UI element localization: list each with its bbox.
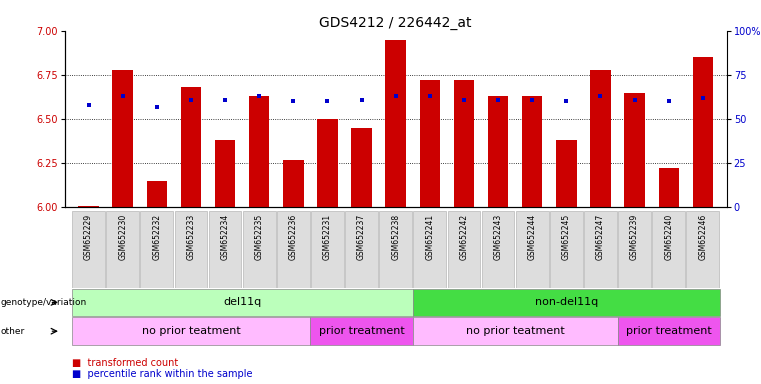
Bar (249, 96, 269, 207)
Text: GSM652237: GSM652237 (357, 214, 366, 260)
Text: GSM652230: GSM652230 (118, 214, 127, 260)
Text: GSM652238: GSM652238 (391, 214, 400, 260)
Text: GSM652243: GSM652243 (494, 214, 502, 260)
Text: GSM652231: GSM652231 (323, 214, 332, 260)
Bar (693, 57, 713, 207)
Bar (174, 211, 207, 288)
Text: GSM652245: GSM652245 (562, 214, 571, 260)
Bar (618, 211, 651, 288)
Bar (352, 128, 372, 207)
Bar (591, 70, 611, 207)
Bar (180, 87, 201, 207)
Bar (658, 169, 679, 207)
Text: ■  percentile rank within the sample: ■ percentile rank within the sample (72, 369, 253, 379)
Bar (550, 211, 583, 288)
Bar (516, 211, 549, 288)
Bar (686, 211, 719, 288)
Bar (78, 205, 99, 207)
Text: GSM652234: GSM652234 (221, 214, 230, 260)
Bar (215, 140, 235, 207)
Text: GSM652244: GSM652244 (527, 214, 537, 260)
Bar (317, 119, 338, 207)
Bar (624, 93, 645, 207)
Text: GSM652236: GSM652236 (289, 214, 298, 260)
Bar (72, 317, 310, 345)
Text: non-del11q: non-del11q (535, 297, 598, 308)
Text: GSM652233: GSM652233 (186, 214, 196, 260)
Text: no prior teatment: no prior teatment (142, 326, 240, 336)
Bar (147, 181, 167, 207)
Bar (522, 96, 543, 207)
Bar (412, 289, 720, 316)
Bar (413, 211, 446, 288)
Text: GSM652235: GSM652235 (255, 214, 264, 260)
Text: GSM652247: GSM652247 (596, 214, 605, 260)
Bar (488, 96, 508, 207)
Text: GSM652242: GSM652242 (460, 214, 469, 260)
Text: GSM652229: GSM652229 (84, 214, 93, 260)
Bar (209, 211, 241, 288)
Text: GSM652239: GSM652239 (630, 214, 639, 260)
Bar (243, 211, 275, 288)
Bar (113, 70, 133, 207)
Text: no prior teatment: no prior teatment (466, 326, 565, 336)
Bar (482, 211, 514, 288)
Text: GSM652232: GSM652232 (152, 214, 161, 260)
Bar (311, 211, 344, 288)
Bar (141, 211, 174, 288)
Bar (283, 160, 304, 207)
Bar (72, 211, 105, 288)
Bar (584, 211, 617, 288)
Bar (447, 211, 480, 288)
Text: genotype/variation: genotype/variation (1, 298, 87, 307)
Text: GSM652240: GSM652240 (664, 214, 673, 260)
Bar (412, 317, 617, 345)
Title: GDS4212 / 226442_at: GDS4212 / 226442_at (320, 16, 472, 30)
Bar (72, 289, 412, 316)
Bar (379, 211, 412, 288)
Bar (310, 317, 412, 345)
Bar (652, 211, 685, 288)
Text: del11q: del11q (223, 297, 261, 308)
Text: prior treatment: prior treatment (626, 326, 712, 336)
Bar (345, 211, 378, 288)
Text: other: other (1, 327, 25, 336)
Bar (386, 40, 406, 207)
Text: ■  transformed count: ■ transformed count (72, 358, 179, 368)
Bar (617, 317, 720, 345)
Bar (107, 211, 139, 288)
Text: GSM652241: GSM652241 (425, 214, 435, 260)
Text: prior treatment: prior treatment (319, 326, 404, 336)
Bar (454, 80, 474, 207)
Bar (277, 211, 310, 288)
Text: GSM652246: GSM652246 (699, 214, 708, 260)
Bar (556, 140, 577, 207)
Bar (419, 80, 440, 207)
